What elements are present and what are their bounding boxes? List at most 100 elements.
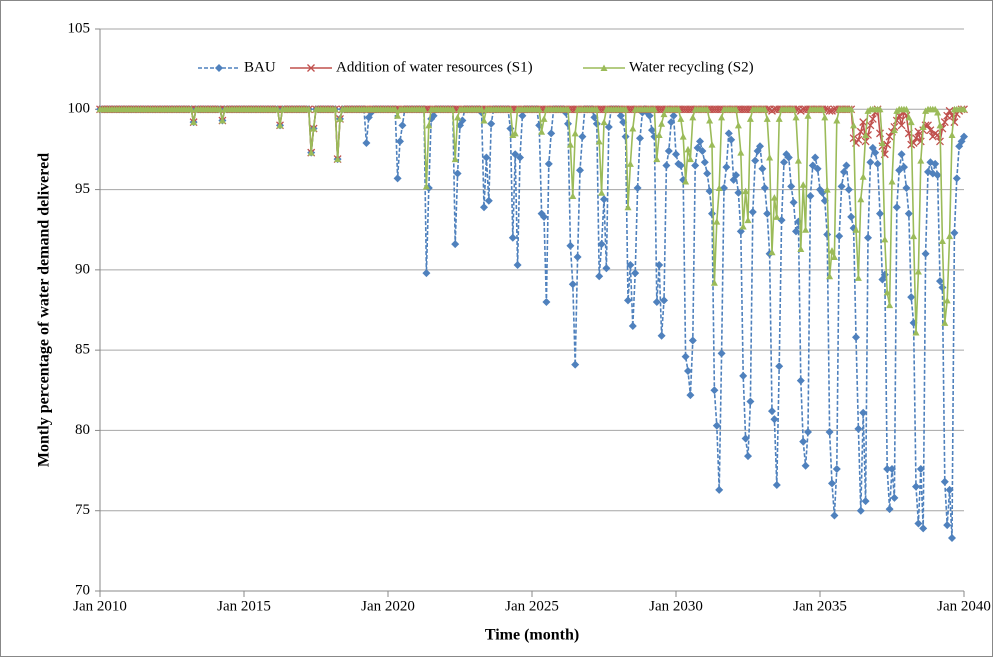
point xyxy=(568,280,577,289)
point xyxy=(658,120,666,127)
point xyxy=(796,376,805,385)
point xyxy=(598,189,606,196)
point xyxy=(696,137,704,146)
point xyxy=(631,269,640,278)
point xyxy=(655,131,663,138)
point xyxy=(628,322,637,331)
point xyxy=(566,141,574,148)
point xyxy=(871,148,880,157)
point xyxy=(948,131,956,138)
point xyxy=(274,105,282,113)
point xyxy=(717,349,726,358)
point xyxy=(943,521,952,530)
point xyxy=(547,129,556,138)
point xyxy=(662,161,671,170)
point xyxy=(766,153,774,161)
point xyxy=(768,248,776,256)
x-axis-title: Time (month) xyxy=(485,627,579,644)
point xyxy=(787,182,796,191)
point xyxy=(715,485,724,494)
point xyxy=(825,428,834,437)
point xyxy=(952,174,961,183)
point xyxy=(458,116,467,125)
point xyxy=(751,156,760,165)
point xyxy=(919,123,927,130)
point xyxy=(394,112,402,119)
point xyxy=(933,171,942,180)
point xyxy=(516,153,524,162)
point xyxy=(597,240,606,249)
point xyxy=(715,184,723,191)
point xyxy=(934,108,942,116)
point xyxy=(542,297,551,306)
point xyxy=(799,437,808,446)
point xyxy=(801,461,810,470)
point xyxy=(684,145,692,153)
point xyxy=(811,153,820,162)
point xyxy=(780,158,788,167)
point xyxy=(712,421,721,430)
point xyxy=(830,511,839,520)
point xyxy=(682,178,690,185)
point xyxy=(422,269,431,278)
point xyxy=(187,105,195,113)
point xyxy=(732,171,740,180)
point xyxy=(941,319,949,326)
point xyxy=(868,114,877,123)
point xyxy=(808,161,817,170)
point xyxy=(885,505,894,514)
point xyxy=(693,143,702,152)
point xyxy=(307,149,315,156)
point xyxy=(777,216,786,225)
point xyxy=(802,226,810,233)
point xyxy=(844,185,853,194)
x-tick-label: Jan 2025 xyxy=(505,598,559,614)
point xyxy=(856,127,865,136)
point xyxy=(789,198,798,207)
point xyxy=(890,493,899,502)
y-tick-label: 85 xyxy=(75,342,90,358)
point xyxy=(511,150,520,159)
point xyxy=(904,209,913,218)
point xyxy=(813,164,822,173)
point xyxy=(540,212,548,221)
point xyxy=(691,161,700,170)
point xyxy=(946,232,954,240)
point xyxy=(664,147,673,156)
point xyxy=(818,105,826,113)
point xyxy=(576,166,584,175)
point xyxy=(854,135,863,144)
point xyxy=(508,233,517,242)
y-axis-title: Montly percentage of water demand delive… xyxy=(36,153,53,467)
legend-marker xyxy=(215,64,223,72)
point xyxy=(883,140,892,149)
point xyxy=(936,277,944,286)
point xyxy=(626,261,635,270)
point xyxy=(624,203,632,211)
point xyxy=(746,115,754,122)
point xyxy=(917,157,925,164)
point xyxy=(876,105,884,113)
point xyxy=(857,195,865,203)
legend-label: BAU xyxy=(244,59,276,75)
point xyxy=(362,139,371,148)
point xyxy=(705,187,714,196)
point xyxy=(888,464,896,473)
point xyxy=(710,279,718,286)
y-tick-label: 90 xyxy=(75,261,90,277)
point xyxy=(741,434,750,443)
point xyxy=(806,191,815,200)
x-tick-label: Jan 2015 xyxy=(217,598,271,614)
point xyxy=(945,106,954,115)
point xyxy=(902,183,911,192)
point xyxy=(890,126,898,134)
point xyxy=(602,264,611,273)
point xyxy=(393,174,402,183)
point xyxy=(544,159,553,168)
point xyxy=(763,209,772,218)
point xyxy=(866,158,875,167)
point xyxy=(636,134,644,143)
point xyxy=(276,121,284,129)
point xyxy=(945,485,954,494)
